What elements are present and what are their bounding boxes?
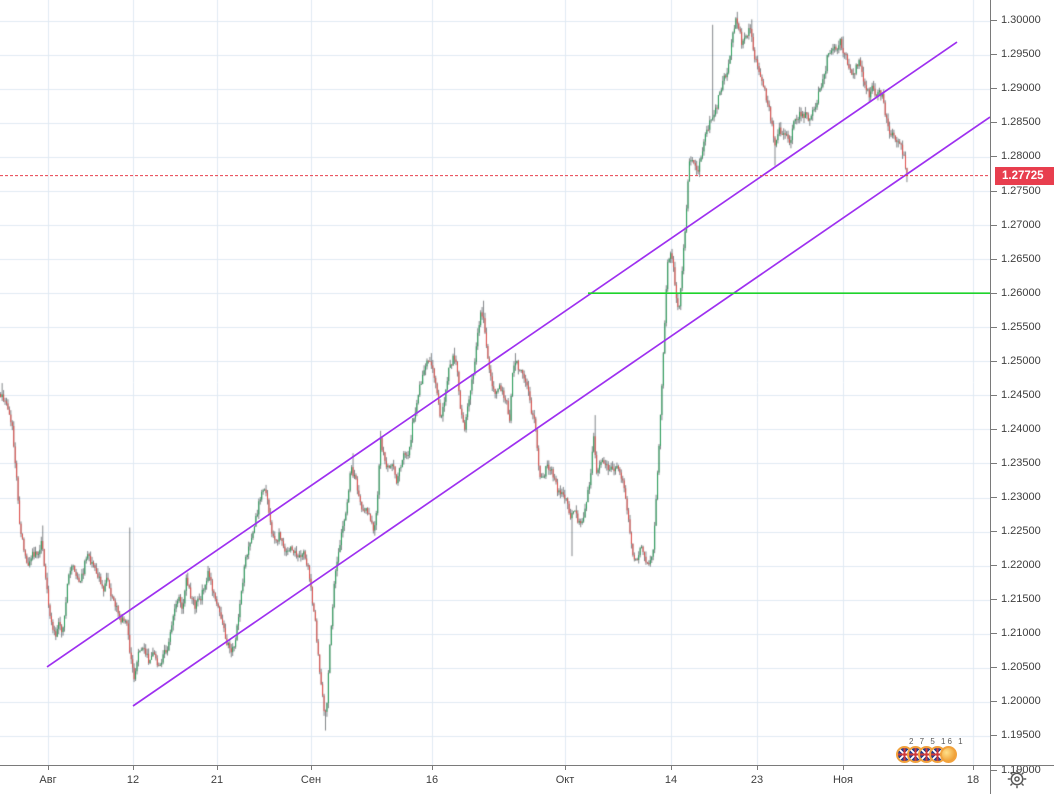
price-axis-label: 1.30000 — [1001, 14, 1041, 27]
coin-icon — [940, 746, 957, 763]
trend-channel-upper-line[interactable] — [46, 41, 958, 668]
price-axis-label: 1.24500 — [1001, 388, 1041, 401]
price-axis-tick — [991, 394, 997, 396]
price-axis-tick — [991, 701, 997, 703]
trend-channel-lower-line[interactable] — [132, 116, 990, 707]
price-axis-tick — [991, 667, 997, 669]
price-axis-tick — [991, 258, 997, 260]
price-axis-tick — [991, 599, 997, 601]
overlay-objects — [0, 41, 990, 707]
time-axis-tick — [47, 766, 49, 770]
time-axis-tick — [132, 766, 134, 770]
time-axis-label: 18 — [966, 774, 980, 786]
axis-corner — [991, 766, 1054, 794]
current-price-badge: 1.27725 — [995, 166, 1054, 185]
price-axis-tick — [991, 292, 997, 294]
price-axis-label: 1.26000 — [1001, 286, 1041, 299]
time-axis-tick — [310, 766, 312, 770]
time-axis-tick — [842, 766, 844, 770]
price-axis-label: 1.22000 — [1001, 559, 1041, 572]
time-axis-tick — [670, 766, 672, 770]
price-axis[interactable]: 1.27725 1.30000 1.29500 1.29000 1.28500 1.28… — [991, 0, 1054, 794]
price-axis-tick — [991, 224, 997, 226]
price-axis-label: 1.23000 — [1001, 491, 1041, 504]
candlestick-plot[interactable] — [0, 0, 990, 765]
time-axis-label: 16 — [425, 774, 439, 786]
time-axis-label: 12 — [126, 774, 140, 786]
price-axis-tick — [991, 326, 997, 328]
time-axis-label: Авг — [39, 774, 57, 786]
time-axis-label: 14 — [664, 774, 678, 786]
time-axis-tick — [564, 766, 566, 770]
price-axis-tick — [991, 360, 997, 362]
price-axis-tick — [991, 462, 997, 464]
counter-flags — [896, 746, 968, 763]
price-axis-tick — [991, 633, 997, 635]
counter-digits: 2 7 5 16 1 — [909, 737, 965, 746]
price-axis-tick — [991, 122, 997, 124]
time-axis-tick — [756, 766, 758, 770]
price-axis-tick — [991, 20, 997, 22]
time-axis-tick — [216, 766, 218, 770]
price-axis-label: 1.24000 — [1001, 422, 1041, 435]
price-axis-label: 1.23500 — [1001, 456, 1041, 469]
price-axis-label: 1.22500 — [1001, 525, 1041, 538]
price-axis-label: 1.28000 — [1001, 150, 1041, 163]
time-axis-tick — [972, 766, 974, 770]
time-axis-label: Окт — [555, 774, 575, 786]
time-axis-label: 21 — [210, 774, 224, 786]
price-axis-label: 1.21500 — [1001, 593, 1041, 606]
chart-plot-area[interactable]: 2 7 5 16 1 — [0, 0, 990, 765]
settings-gear-icon[interactable] — [1006, 768, 1028, 790]
visitor-counter[interactable]: 2 7 5 16 1 — [896, 737, 968, 765]
time-axis-border — [0, 765, 1054, 766]
price-axis-label: 1.27000 — [1001, 218, 1041, 231]
price-axis-tick — [991, 497, 997, 499]
price-axis-tick — [991, 531, 997, 533]
price-axis-label: 1.25500 — [1001, 320, 1041, 333]
price-axis-label: 1.29000 — [1001, 82, 1041, 95]
price-axis-tick — [991, 428, 997, 430]
price-axis-label: 1.19500 — [1001, 729, 1041, 742]
price-axis-label: 1.21000 — [1001, 627, 1041, 640]
price-axis-label: 1.20000 — [1001, 695, 1041, 708]
time-axis-tick — [431, 766, 433, 770]
price-axis-tick — [991, 88, 997, 90]
time-axis[interactable]: Авг 12 21 Сен 16 Окт 14 23 Ноя 18 — [0, 766, 990, 794]
price-axis-label: 1.28500 — [1001, 116, 1041, 129]
price-axis-label: 1.29500 — [1001, 48, 1041, 61]
price-axis-tick — [991, 54, 997, 56]
price-axis-border — [990, 0, 991, 794]
price-axis-tick — [991, 769, 997, 771]
time-axis-label: Ноя — [832, 774, 854, 786]
price-axis-tick — [991, 565, 997, 567]
price-axis-label: 1.27500 — [1001, 184, 1041, 197]
time-axis-label: 23 — [750, 774, 764, 786]
price-axis-label: 1.26500 — [1001, 252, 1041, 265]
price-axis-tick — [991, 190, 997, 192]
price-axis-tick — [991, 735, 997, 737]
price-axis-label: 1.25000 — [1001, 354, 1041, 367]
price-axis-label: 1.20500 — [1001, 661, 1041, 674]
price-axis-tick — [991, 156, 997, 158]
time-axis-label: Сен — [300, 774, 322, 786]
